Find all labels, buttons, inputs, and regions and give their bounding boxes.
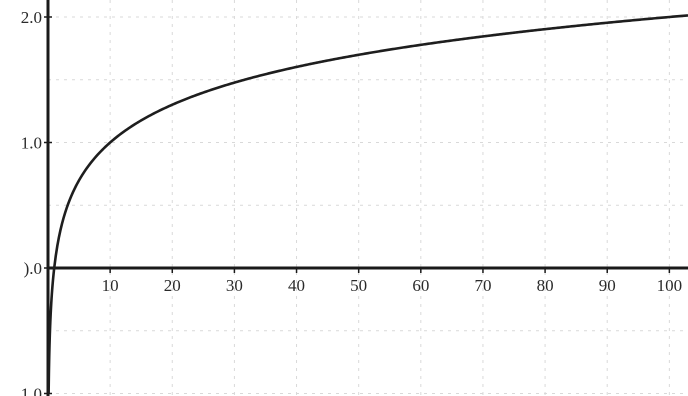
series-line-log10 (47, 14, 688, 394)
x-tick-label-7: 80 (537, 276, 554, 295)
x-tick-label-6: 70 (474, 276, 491, 295)
series-layer (47, 14, 688, 394)
x-tick-label-9: 100 (657, 276, 683, 295)
label-layer: 10 20 30 40 50 60 70 80 90 100 2.0 1.0 ).0 1.0 (21, 8, 682, 396)
y-tick-label-1: 1.0 (21, 134, 42, 153)
x-tick-label-4: 50 (350, 276, 367, 295)
x-tick-label-8: 90 (599, 276, 616, 295)
x-tick-label-5: 60 (412, 276, 429, 295)
x-tick-label-2: 30 (226, 276, 243, 295)
axis-layer (44, 0, 688, 396)
y-tick-label-2: ).0 (24, 259, 42, 278)
y-tick-label-0: 2.0 (21, 8, 42, 27)
x-tick-label-3: 40 (288, 276, 305, 295)
grid-layer (48, 0, 688, 396)
x-tick-label-0: 10 (102, 276, 119, 295)
y-tick-label-3: 1.0 (21, 385, 42, 396)
x-tick-label-1: 20 (164, 276, 181, 295)
